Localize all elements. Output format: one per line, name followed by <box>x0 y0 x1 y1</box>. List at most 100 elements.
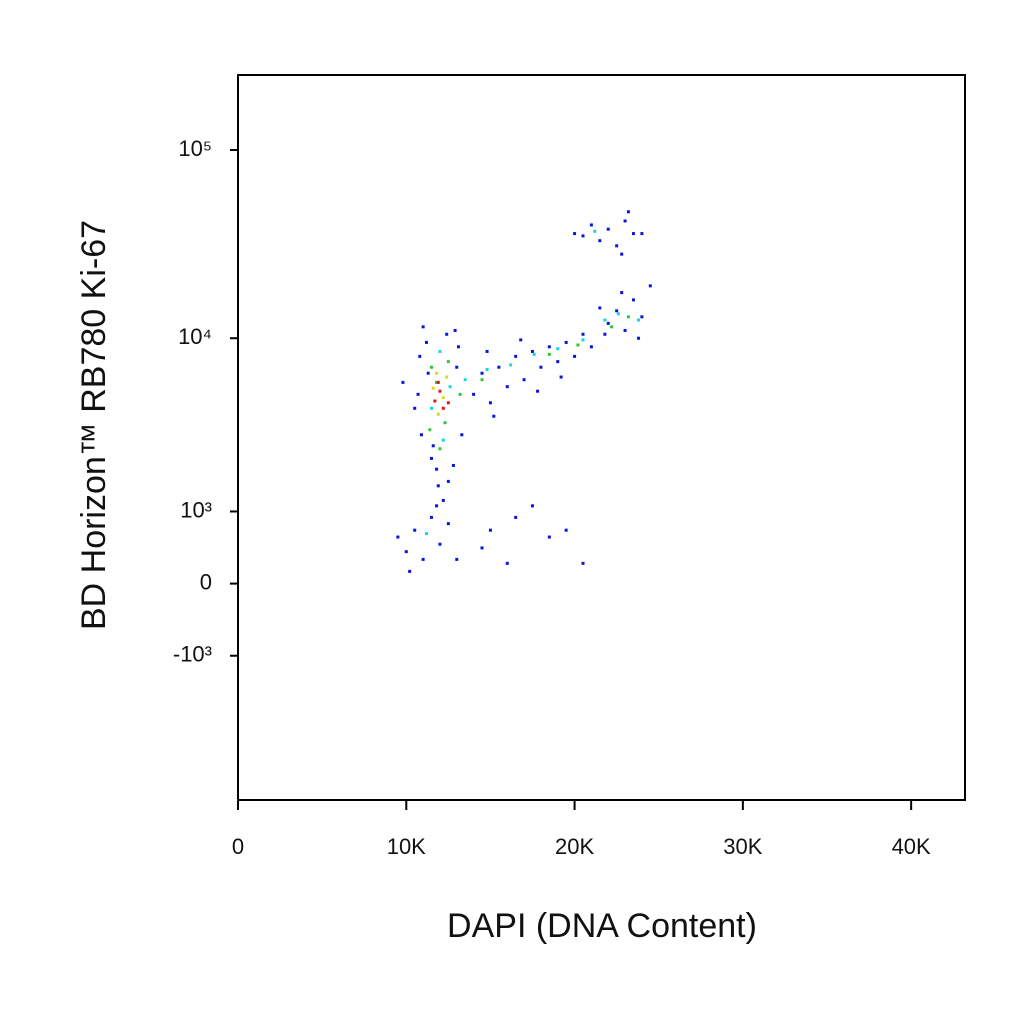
data-point <box>620 252 624 256</box>
data-point <box>603 318 607 322</box>
data-point <box>573 232 577 236</box>
data-point <box>441 406 445 410</box>
data-point <box>421 325 425 329</box>
data-point <box>564 528 568 532</box>
data-point <box>431 386 435 390</box>
data-point <box>451 463 455 467</box>
x-tick-label: 20K <box>555 834 594 859</box>
data-point <box>620 291 624 295</box>
data-point <box>448 385 452 389</box>
data-point <box>428 428 432 432</box>
data-point <box>441 396 445 400</box>
data-point <box>509 363 513 367</box>
y-tick-label: 10⁵ <box>178 136 212 161</box>
data-point <box>424 532 428 536</box>
data-point <box>616 312 620 316</box>
data-point <box>640 232 644 236</box>
data-point <box>573 354 577 358</box>
data-point <box>603 332 607 336</box>
data-point <box>488 401 492 405</box>
x-tick-label: 10K <box>387 834 426 859</box>
data-point <box>598 306 602 310</box>
data-point <box>522 378 526 382</box>
data-point <box>581 338 585 342</box>
data-point <box>472 392 476 396</box>
data-point <box>581 561 585 565</box>
data-point <box>426 371 430 375</box>
data-point <box>598 239 602 243</box>
data-point <box>446 479 450 483</box>
data-point <box>413 528 417 532</box>
data-point <box>615 244 619 248</box>
y-axis-title: BD Horizon™ RB780 Ki-67 <box>75 220 113 630</box>
data-point <box>430 406 434 410</box>
y-tick-label: -10³ <box>173 642 212 667</box>
data-point <box>505 385 509 389</box>
data-point <box>446 522 450 526</box>
y-tick-label: 10⁴ <box>178 324 212 349</box>
data-point <box>433 399 437 403</box>
data-point <box>458 392 462 396</box>
data-point <box>532 352 536 356</box>
data-point <box>413 406 417 410</box>
data-point <box>404 550 408 554</box>
data-point <box>438 447 442 451</box>
data-point <box>441 498 445 502</box>
x-tick-label: 30K <box>723 834 762 859</box>
data-point <box>436 484 440 488</box>
data-point <box>421 557 425 561</box>
x-tick-label: 40K <box>892 834 931 859</box>
data-point <box>453 328 457 332</box>
data-point <box>559 375 563 379</box>
data-point <box>446 360 450 364</box>
data-point <box>438 349 442 353</box>
plot-frame <box>237 74 966 801</box>
data-point <box>492 414 496 418</box>
data-point <box>438 542 442 546</box>
data-point <box>435 380 439 384</box>
data-point <box>556 347 560 351</box>
data-point <box>626 315 630 319</box>
data-point <box>626 210 630 214</box>
data-point <box>396 535 400 539</box>
data-point <box>445 375 449 379</box>
data-point <box>455 365 459 369</box>
data-point <box>430 515 434 519</box>
data-point <box>576 343 580 347</box>
data-point <box>443 421 447 425</box>
data-point <box>408 569 412 573</box>
data-point <box>623 219 627 223</box>
x-tick-label: 0 <box>232 834 244 859</box>
data-point <box>488 528 492 532</box>
data-point <box>430 365 434 369</box>
data-point <box>593 229 597 233</box>
data-point <box>419 433 423 437</box>
data-point <box>637 336 641 340</box>
data-point <box>456 345 460 349</box>
data-point <box>623 328 627 332</box>
data-point <box>463 378 467 382</box>
data-point <box>606 227 610 231</box>
data-point <box>436 380 440 384</box>
data-point <box>438 389 442 393</box>
data-point <box>514 515 518 519</box>
data-point <box>581 234 585 238</box>
data-point <box>436 412 440 416</box>
data-point <box>480 371 484 375</box>
data-point <box>485 349 489 353</box>
data-point <box>431 444 435 448</box>
data-point <box>418 354 422 358</box>
data-point <box>547 352 551 356</box>
data-point <box>648 284 652 288</box>
data-point <box>460 433 464 437</box>
data-point <box>610 325 614 329</box>
data-point <box>536 389 540 393</box>
data-point <box>480 378 484 382</box>
data-point <box>401 380 405 384</box>
data-point <box>589 345 593 349</box>
data-point <box>589 223 593 227</box>
data-point <box>640 315 644 319</box>
data-point <box>581 332 585 336</box>
data-point <box>564 340 568 344</box>
data-point <box>435 467 439 471</box>
